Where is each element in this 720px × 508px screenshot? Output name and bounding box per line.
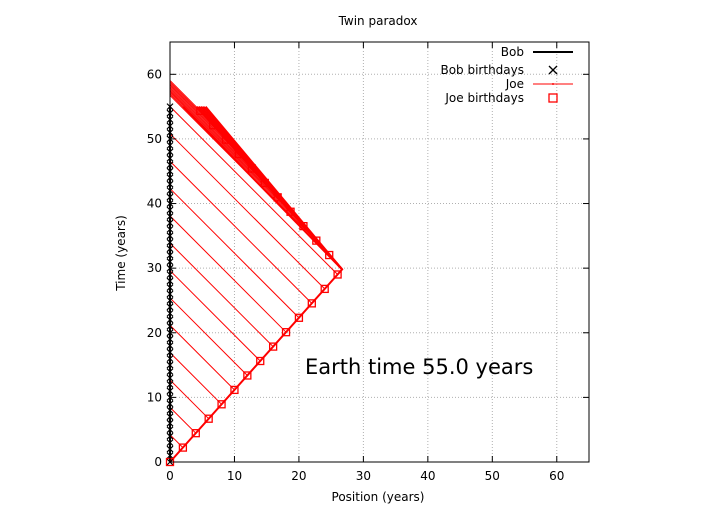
joe-birthday-marker — [191, 429, 200, 438]
y-axis-label: Time (years) — [114, 215, 128, 292]
joe-birthday-marker — [299, 222, 308, 231]
x-tick-label: 30 — [356, 469, 371, 483]
joe-birthday-marker — [178, 443, 188, 452]
signal-line — [169, 133, 326, 290]
legend-swatch — [548, 65, 558, 75]
signal-line — [169, 106, 338, 275]
earth-time-annotation: Earth time 55.0 years — [305, 355, 533, 379]
signal-line — [169, 352, 222, 405]
joe-birthday-marker — [307, 299, 316, 308]
y-tick-label: 10 — [147, 390, 162, 404]
signal-line — [169, 324, 235, 391]
y-tick-label: 40 — [147, 197, 162, 211]
signal-line — [169, 434, 184, 448]
joe-birthday-marker — [243, 371, 252, 380]
x-tick-label: 60 — [549, 469, 564, 483]
joe-birthday-marker — [325, 250, 334, 260]
joe-birthday-marker — [196, 106, 205, 115]
legend-label: Bob birthdays — [440, 63, 524, 77]
tick-layer: 0 10 20 30 40 50 60 0 10 20 30 40 50 60 — [147, 42, 589, 483]
y-tick-label: 60 — [147, 67, 162, 81]
signal-line — [169, 160, 313, 304]
x-axis-label: Position (years) — [332, 490, 425, 504]
legend-label: Joe — [505, 77, 524, 91]
joe-birthday-marker — [256, 356, 265, 366]
joe-birthday-marker — [281, 328, 291, 337]
legend-swatch — [548, 93, 558, 103]
legend-label: Joe birthdays — [444, 91, 524, 105]
marker-layer — [165, 103, 342, 467]
joe-birthday-marker — [294, 313, 304, 322]
legend-swatch-dot — [552, 83, 554, 85]
signal-line — [169, 90, 291, 213]
signal-lines-layer — [169, 80, 338, 448]
x-tick-label: 10 — [227, 469, 242, 483]
y-tick-label: 50 — [147, 132, 162, 146]
joe-worldline — [169, 105, 344, 463]
joe-birthday-marker — [260, 178, 269, 188]
x-tick-label: 0 — [166, 469, 174, 483]
chart-title: Twin paradox — [338, 14, 418, 28]
legend-label: Bob — [501, 45, 524, 59]
joe-birthday-marker — [234, 149, 244, 159]
signal-line — [169, 87, 266, 184]
x-tick-label: 40 — [420, 469, 435, 483]
joe-birthday-marker — [247, 164, 257, 173]
signal-line — [169, 406, 197, 434]
signal-line — [169, 379, 210, 420]
signal-line — [169, 270, 261, 362]
joe-birthday-marker — [230, 385, 239, 395]
joe-birthday-marker — [221, 135, 231, 144]
x-tick-label: 20 — [291, 469, 306, 483]
signal-line — [169, 188, 300, 319]
joe-birthday-marker — [312, 236, 321, 245]
joe-birthday-marker — [217, 400, 226, 409]
signal-line — [169, 215, 287, 333]
signal-line — [169, 86, 253, 169]
joe-birthday-marker — [209, 121, 218, 130]
signal-line — [169, 242, 274, 347]
y-tick-label: 20 — [147, 326, 162, 340]
plot-frame — [169, 41, 590, 463]
joe-birthday-marker — [273, 193, 282, 202]
y-tick-label: 30 — [147, 261, 162, 275]
joe-birthday-marker — [268, 342, 278, 351]
joe-birthday-marker — [286, 207, 295, 216]
joe-birthday-marker — [320, 284, 329, 294]
joe-birthday-marker — [333, 270, 342, 279]
y-tick-label: 0 — [154, 455, 162, 469]
x-tick-label: 50 — [485, 469, 500, 483]
joe-birthday-marker — [204, 414, 213, 423]
signal-line — [169, 80, 201, 112]
signal-line — [169, 297, 248, 376]
